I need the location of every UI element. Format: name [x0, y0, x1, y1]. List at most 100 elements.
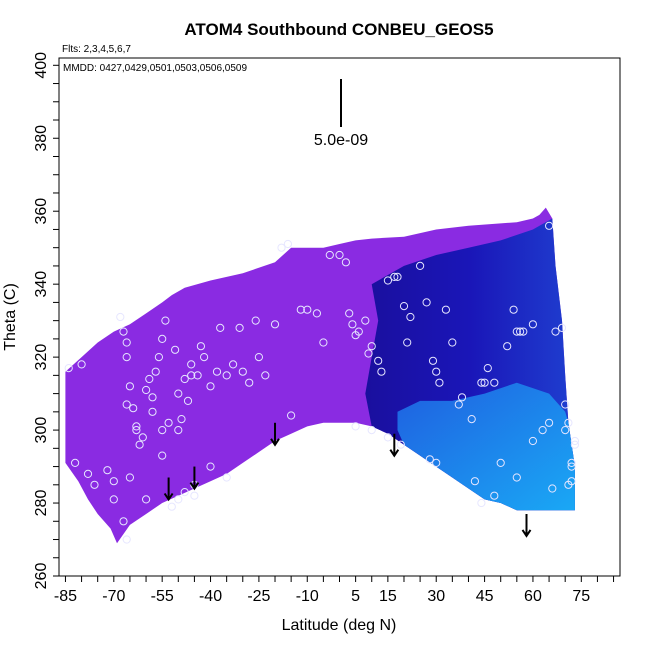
data-point [312, 309, 321, 318]
data-point [345, 309, 354, 318]
x-tick-label: -85 [54, 588, 77, 605]
data-point [567, 462, 576, 471]
data-point [167, 502, 176, 511]
data-point [428, 356, 438, 365]
data-point [480, 378, 489, 387]
x-tick-label: 30 [427, 588, 445, 605]
data-point [161, 316, 170, 325]
data-point [470, 477, 479, 486]
data-point [548, 484, 557, 493]
x-tick-label: -55 [151, 588, 174, 605]
data-point [283, 239, 292, 249]
x-tick-label: 5 [351, 588, 360, 605]
x-axis-label: Latitude (deg N) [282, 617, 397, 634]
data-point [561, 400, 570, 409]
y-tick-label: 280 [33, 490, 50, 517]
x-tick-label: 45 [476, 588, 494, 605]
data-point [448, 338, 457, 347]
data-point [538, 426, 547, 435]
y-tick-label: 360 [33, 198, 50, 225]
data-point [396, 440, 405, 449]
data-point [190, 491, 199, 500]
data-point [383, 276, 392, 285]
data-point [125, 382, 134, 391]
data-point [251, 316, 260, 325]
data-point [119, 327, 128, 336]
data-point [132, 426, 141, 435]
data-point [119, 517, 128, 526]
data-point [196, 342, 205, 351]
data-point [270, 320, 280, 329]
data-point [422, 298, 431, 307]
arrow [189, 466, 200, 491]
data-point [187, 360, 196, 369]
data-point [148, 407, 157, 416]
data-point [570, 440, 580, 449]
data-point [122, 353, 131, 362]
data-point [177, 415, 186, 424]
data-point [109, 477, 118, 486]
chart-title: ATOM4 Southbound CONBEU_GEOS5 [184, 20, 493, 39]
arrows [163, 422, 532, 538]
data-point [399, 302, 409, 311]
data-point [503, 342, 512, 351]
data-point [122, 535, 131, 544]
data-point [406, 312, 415, 322]
data-point [174, 495, 183, 504]
data-point [138, 433, 147, 442]
data-point [174, 426, 183, 435]
plot-area [64, 207, 580, 544]
data-point [567, 477, 576, 486]
data-point [187, 371, 196, 380]
data-point [335, 250, 344, 260]
dates-label: MMDD: 0427,0429,0501,0503,0506,0509 [63, 63, 247, 74]
data-point [158, 451, 167, 460]
data-point [222, 371, 231, 380]
data-point [180, 374, 189, 384]
x-tick-label: -10 [296, 588, 319, 605]
data-point [545, 418, 554, 427]
data-point [361, 316, 370, 325]
data-point [142, 495, 151, 504]
data-point [206, 382, 215, 391]
data-point [174, 389, 183, 398]
data-point [561, 426, 570, 435]
y-axis-label: Theta (C) [2, 283, 19, 351]
y-tick-label: 400 [33, 52, 50, 79]
data-point [83, 469, 93, 478]
data-point [122, 400, 131, 409]
data-point [354, 327, 363, 336]
data-point [132, 422, 141, 431]
data-point [287, 411, 296, 420]
data-point [512, 327, 521, 336]
data-point [496, 458, 505, 467]
data-point [122, 338, 131, 347]
data-point [77, 360, 86, 369]
x-tick-label: 60 [524, 588, 542, 605]
data-point [348, 320, 357, 329]
data-point [383, 433, 392, 442]
data-point [457, 393, 467, 402]
data-point [364, 349, 373, 358]
arrow [270, 422, 280, 447]
data-point [570, 436, 580, 446]
data-point [351, 422, 360, 431]
data-point [564, 418, 573, 427]
data-point [425, 455, 434, 464]
data-point [142, 385, 151, 395]
data-point [90, 480, 99, 489]
arrow [521, 513, 532, 538]
data-point [129, 404, 138, 413]
data-point [238, 367, 247, 376]
data-point [483, 364, 492, 373]
data-point [151, 367, 160, 376]
data-point [303, 305, 312, 314]
data-point [377, 367, 386, 376]
data-point [416, 261, 425, 270]
data-point [116, 312, 125, 322]
data-point [454, 400, 463, 409]
data-point [467, 415, 476, 424]
data-point [148, 393, 157, 402]
y-tick-label: 260 [33, 563, 50, 590]
